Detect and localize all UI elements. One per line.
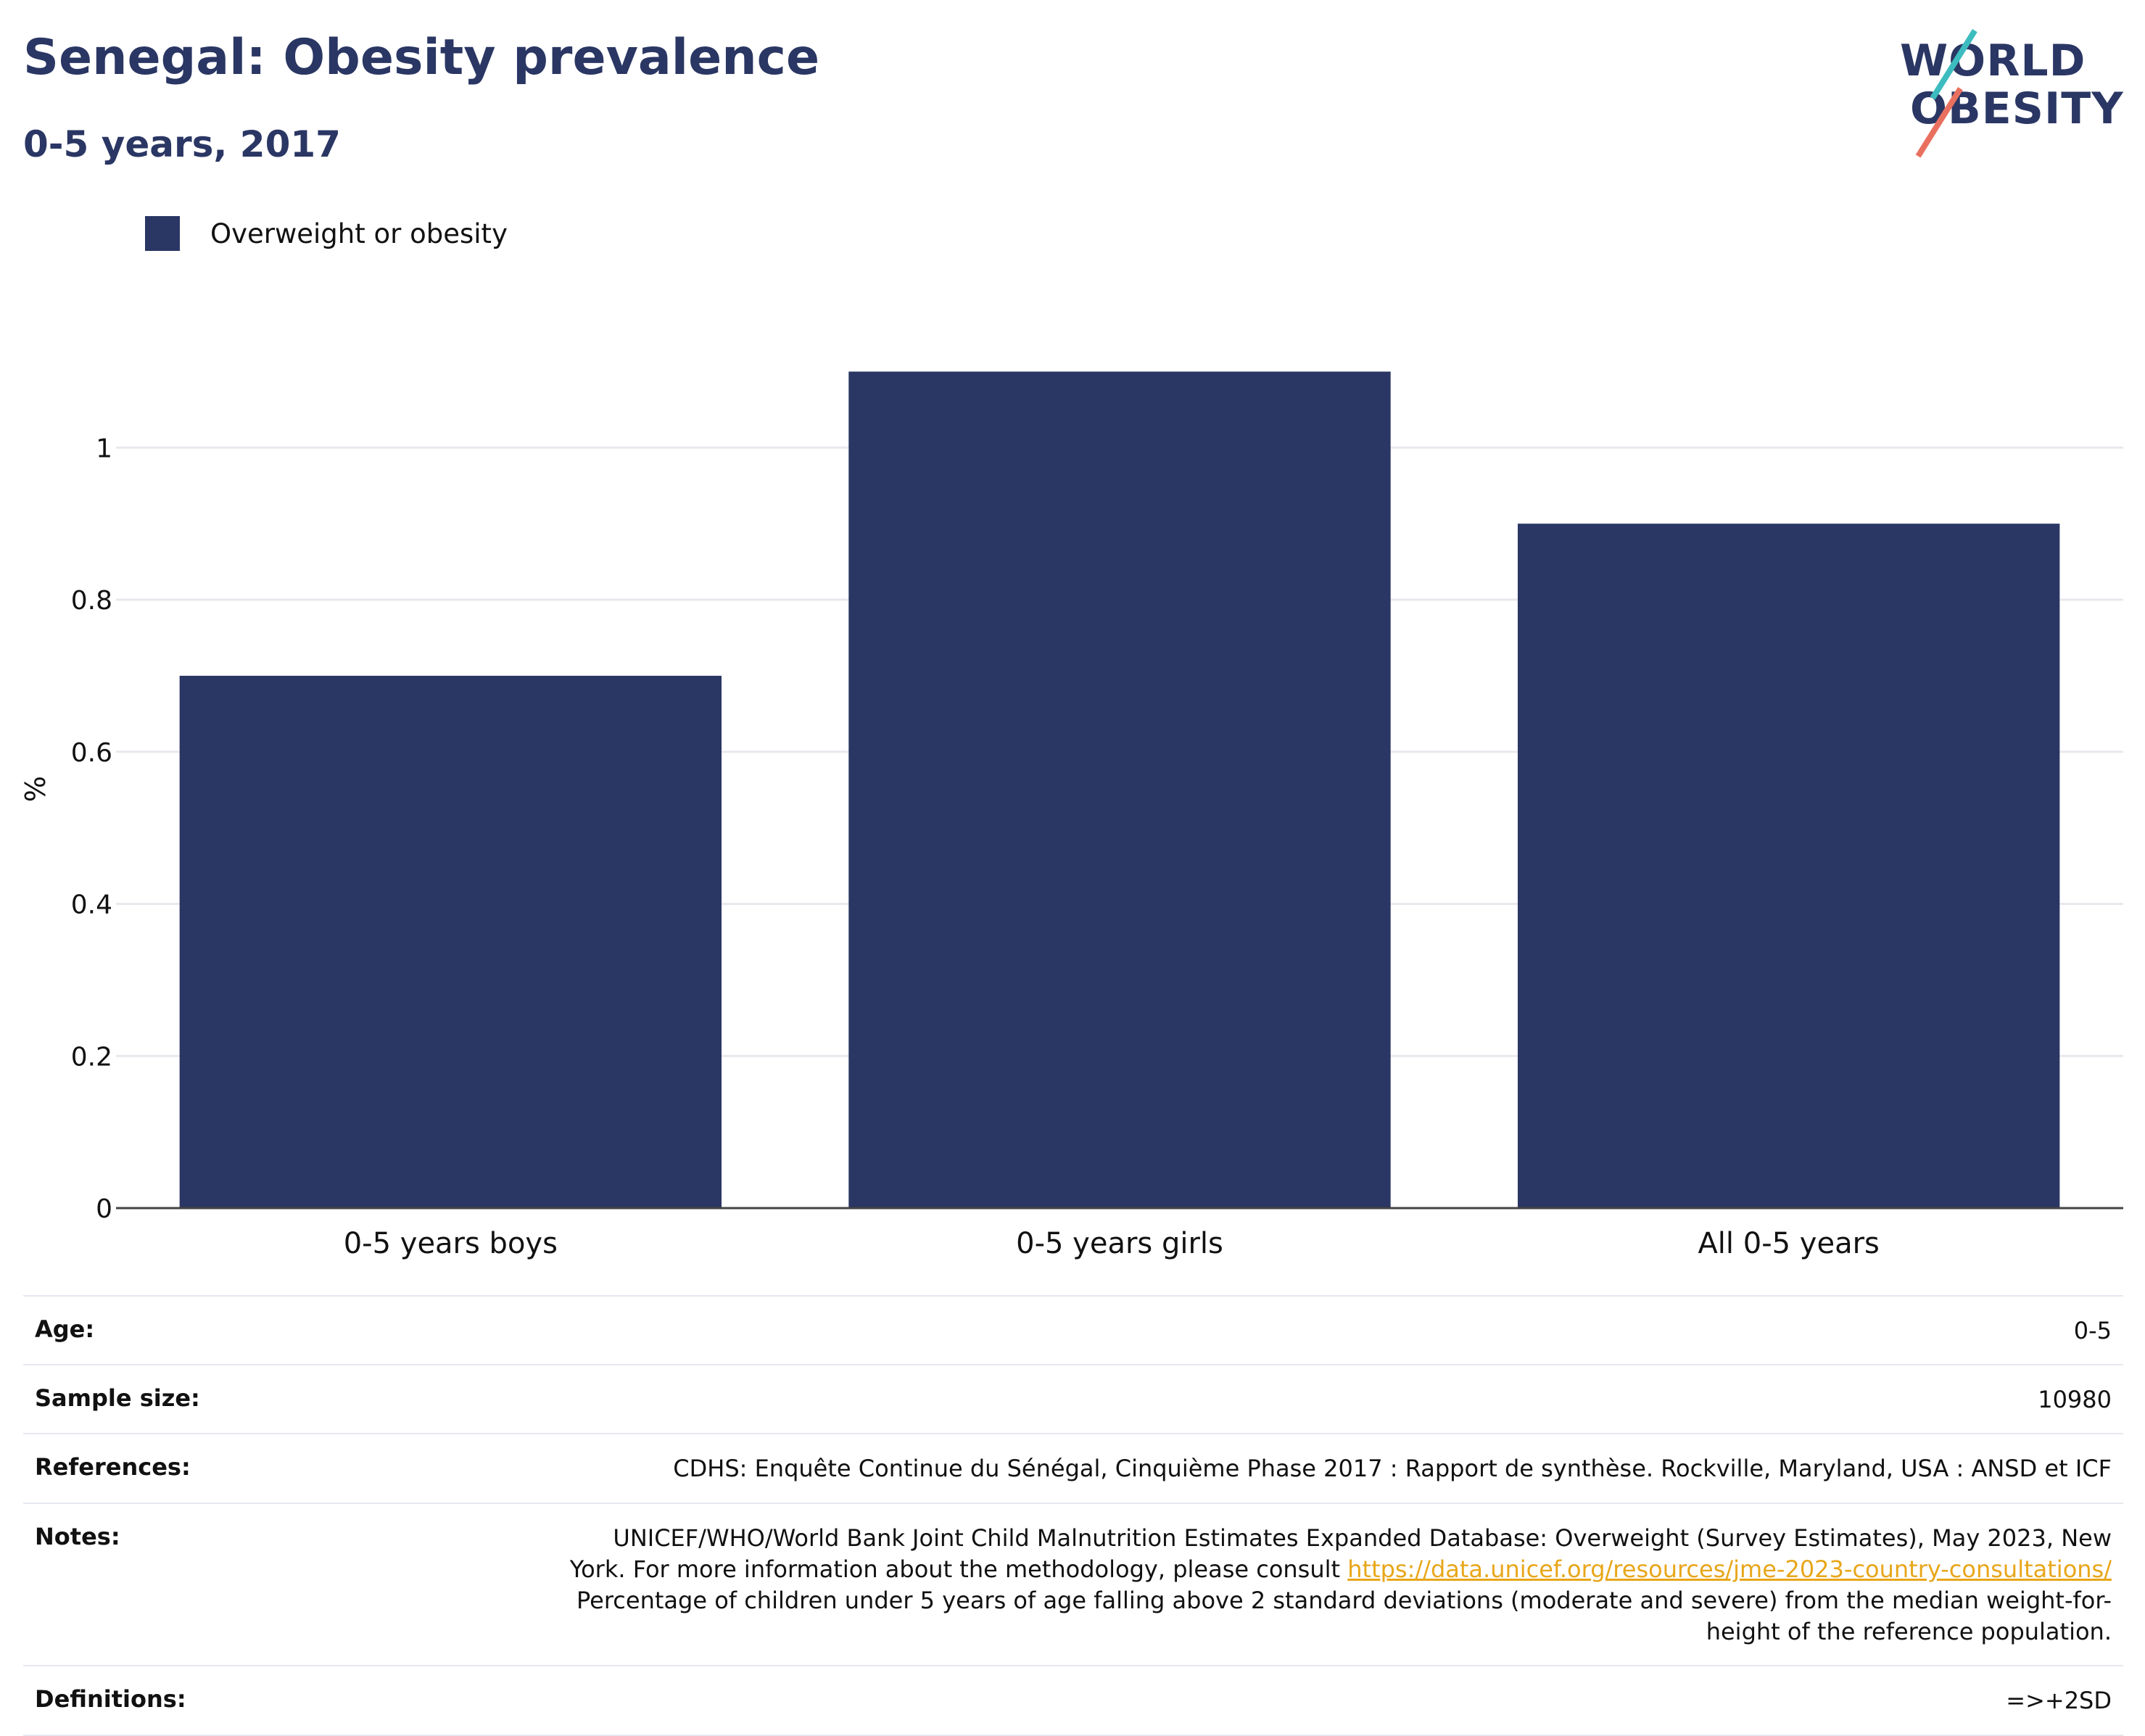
notes-text2: Percentage of children under 5 years of …: [576, 1586, 2112, 1646]
info-row-definitions: Definitions: =>+2SD: [23, 1665, 2123, 1736]
y-tick-label: 0.6: [71, 738, 112, 768]
x-tick-label: 0-5 years boys: [344, 1227, 558, 1260]
legend-swatch: [145, 216, 180, 251]
references-value: CDHS: Enquête Continue du Sénégal, Cinqu…: [673, 1455, 2112, 1483]
info-row-notes: Notes: UNICEF/WHO/World Bank Joint Child…: [23, 1502, 2123, 1666]
y-tick-label: 0.8: [71, 586, 112, 616]
info-row-references: References: CDHS: Enquête Continue du Sé…: [23, 1433, 2123, 1502]
y-tick-label: 1: [96, 434, 112, 463]
sample-size-label: Sample size:: [35, 1384, 200, 1413]
y-tick-label: 0: [96, 1194, 112, 1224]
logo-line1: WORLD: [1900, 36, 2086, 86]
x-tick-label: 0-5 years girls: [1016, 1227, 1223, 1260]
notes-label: Notes:: [35, 1522, 120, 1550]
notes-value: UNICEF/WHO/World Bank Joint Child Malnut…: [553, 1523, 2112, 1648]
info-row-age: Age: 0-5: [23, 1295, 2123, 1364]
legend-label: Overweight or obesity: [210, 218, 508, 249]
x-tick-label: All 0-5 years: [1698, 1227, 1879, 1260]
legend: Overweight or obesity: [145, 216, 508, 251]
y-tick-label: 0.2: [71, 1042, 112, 1072]
sample-size-value: 10980: [2038, 1386, 2112, 1414]
age-value: 0-5: [2073, 1317, 2112, 1344]
notes-text1: UNICEF/WHO/World Bank Joint Child Malnut…: [569, 1524, 2112, 1583]
info-table: Age: 0-5 Sample size: 10980 References: …: [23, 1295, 2123, 1736]
chart-title: Senegal: Obesity prevalence: [23, 29, 820, 86]
y-tick-label: 0.4: [71, 890, 112, 920]
bar[interactable]: [179, 675, 722, 1208]
bar[interactable]: [1517, 524, 2060, 1208]
methodology-link[interactable]: https://data.unicef.org/resources/jme-20…: [1347, 1555, 2112, 1583]
bar[interactable]: [848, 371, 1391, 1208]
definitions-value: =>+2SD: [2006, 1687, 2112, 1715]
chart-subtitle: 0-5 years, 2017: [23, 123, 341, 165]
definitions-label: Definitions:: [35, 1685, 186, 1714]
world-obesity-logo: WORLD OBESITY: [1885, 22, 2132, 158]
age-label: Age:: [35, 1315, 95, 1343]
y-axis-label: %: [20, 776, 51, 802]
info-row-sample-size: Sample size: 10980: [23, 1364, 2123, 1433]
bar-chart: 0 0.2 0.4 0.6 0.8 1 0-5 years boys 0-5 years g…: [20, 371, 2123, 1260]
references-label: References:: [35, 1453, 191, 1481]
